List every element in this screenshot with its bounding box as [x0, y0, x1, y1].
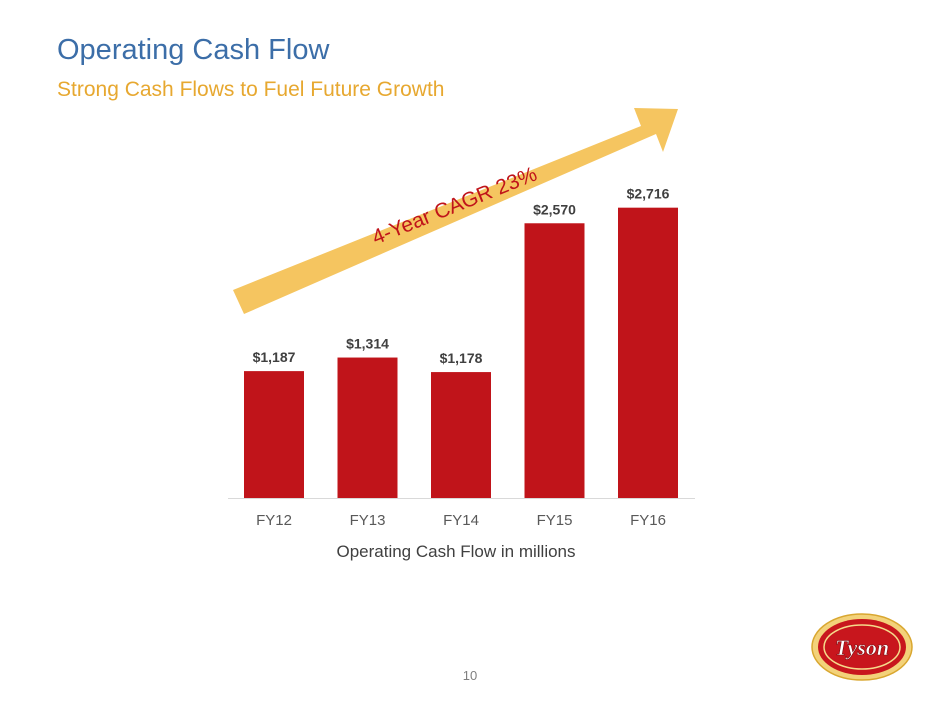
tick-label-fy12: FY12 — [256, 512, 292, 529]
value-label-fy16: $2,716 — [627, 186, 670, 202]
tick-label-fy16: FY16 — [630, 512, 666, 529]
bar-fy14 — [431, 372, 491, 498]
value-label-fy12: $1,187 — [253, 349, 296, 365]
page-subtitle: Strong Cash Flows to Fuel Future Growth — [57, 78, 445, 101]
bar-fy13 — [337, 357, 398, 498]
value-labels: $1,187 $1,314 $1,178 $2,570 $2,716 — [253, 186, 670, 366]
cagr-annotation: 4-Year CAGR 23% — [369, 163, 540, 250]
bar-fy12 — [244, 371, 304, 498]
value-label-fy15: $2,570 — [533, 201, 576, 217]
tick-label-fy13: FY13 — [350, 512, 386, 529]
bars — [244, 207, 678, 499]
x-axis-label: Operating Cash Flow in millions — [336, 542, 575, 561]
growth-arrow — [233, 108, 678, 314]
value-label-fy13: $1,314 — [346, 336, 389, 352]
value-label-fy14: $1,178 — [440, 350, 483, 366]
page-number: 10 — [462, 668, 478, 683]
bar-fy16 — [618, 207, 678, 499]
tick-label-fy15: FY15 — [537, 512, 573, 529]
bar-fy15 — [524, 223, 585, 498]
svg-text:Tyson: Tyson — [835, 635, 889, 660]
page-title: Operating Cash Flow — [57, 34, 330, 66]
tyson-logo: Tyson — [811, 613, 913, 681]
growth-arrow-shape — [233, 108, 678, 314]
tick-label-fy14: FY14 — [443, 512, 479, 529]
x-tick-labels: FY12 FY13 FY14 FY15 FY16 — [256, 512, 666, 529]
